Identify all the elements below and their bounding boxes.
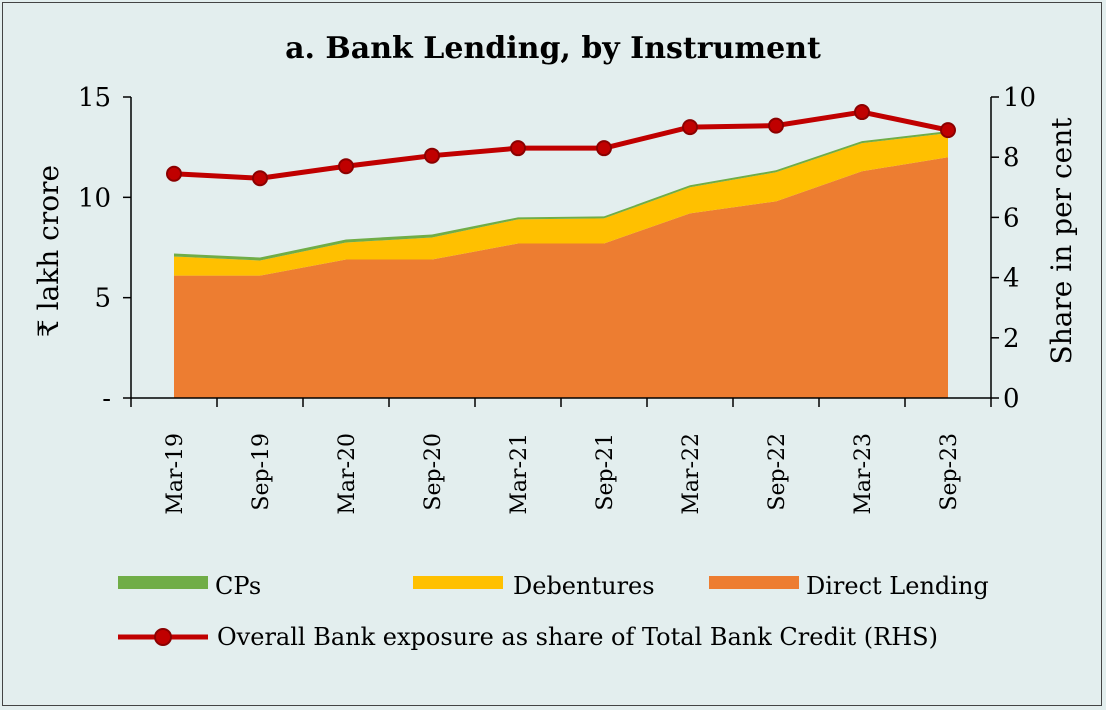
legend-swatch bbox=[413, 576, 503, 589]
rhs-line bbox=[173, 109, 949, 181]
rhs-line-series bbox=[166, 104, 956, 187]
y2-tick-label: 10 bbox=[1003, 83, 1036, 113]
rhs-line-point bbox=[424, 147, 440, 164]
x-tick-label: Mar-22 bbox=[679, 433, 704, 515]
rhs-line-point bbox=[854, 104, 870, 121]
legend-label: Direct Lending bbox=[806, 572, 989, 600]
x-tick-label: Sep-19 bbox=[249, 433, 274, 511]
legend-swatch bbox=[118, 576, 208, 589]
y-tick-label: 10 bbox=[78, 183, 111, 213]
y-tick-label: 5 bbox=[94, 284, 111, 314]
legend-label: Overall Bank exposure as share of Total … bbox=[217, 623, 938, 651]
rhs-line-point bbox=[252, 170, 268, 187]
x-tick-label: Mar-21 bbox=[507, 433, 532, 515]
legend-line-marker bbox=[154, 628, 172, 646]
y2-tick-label: 2 bbox=[1003, 324, 1020, 354]
legend-swatch bbox=[709, 576, 799, 589]
rhs-line-point bbox=[940, 122, 956, 139]
bank-lending-chart: a. Bank Lending, by Instrument ₹ lakh cr… bbox=[32, 31, 1078, 651]
rhs-line-point bbox=[682, 119, 698, 136]
chart-title: a. Bank Lending, by Instrument bbox=[285, 31, 821, 66]
area-debentures bbox=[174, 133, 948, 276]
rhs-line-point bbox=[768, 117, 784, 134]
y2-tick-label: 0 bbox=[1003, 384, 1020, 414]
legend-label: Debentures bbox=[513, 572, 655, 600]
y2-tick-label: 6 bbox=[1003, 203, 1020, 233]
x-tick-label: Sep-23 bbox=[937, 433, 962, 511]
area-layers bbox=[174, 131, 948, 398]
y2-axis-label: Share in per cent bbox=[1045, 117, 1078, 365]
rhs-line-point bbox=[596, 140, 612, 157]
rhs-line-point bbox=[338, 158, 354, 175]
legend: CPs Debentures Direct Lending Overall Bank … bbox=[118, 572, 989, 651]
x-tick-label: Sep-22 bbox=[765, 433, 790, 511]
x-tick-label: Sep-20 bbox=[421, 433, 446, 511]
x-tick-label: Mar-23 bbox=[851, 433, 876, 515]
rhs-line-point bbox=[166, 165, 182, 182]
x-tick-label: Mar-20 bbox=[335, 433, 360, 515]
y2-tick-label: 8 bbox=[1003, 143, 1020, 173]
area-direct-lending bbox=[174, 157, 948, 398]
x-tick-labels: Mar-19 Sep-19 Mar-20 Sep-20 Mar-21 Sep-21 Mar-… bbox=[163, 433, 962, 515]
rhs-line-point bbox=[510, 140, 526, 157]
y2-tick-label: 4 bbox=[1003, 264, 1020, 294]
x-tick-label: Sep-21 bbox=[593, 433, 618, 511]
y-tick-label: - bbox=[102, 384, 111, 414]
y-tick-label: 15 bbox=[78, 83, 111, 113]
axes: - 5 10 15 0 2 4 6 8 10 bbox=[78, 83, 1036, 414]
y-axis-label: ₹ lakh crore bbox=[32, 165, 65, 337]
legend-label: CPs bbox=[215, 572, 261, 600]
x-tick-label: Mar-19 bbox=[163, 433, 188, 515]
